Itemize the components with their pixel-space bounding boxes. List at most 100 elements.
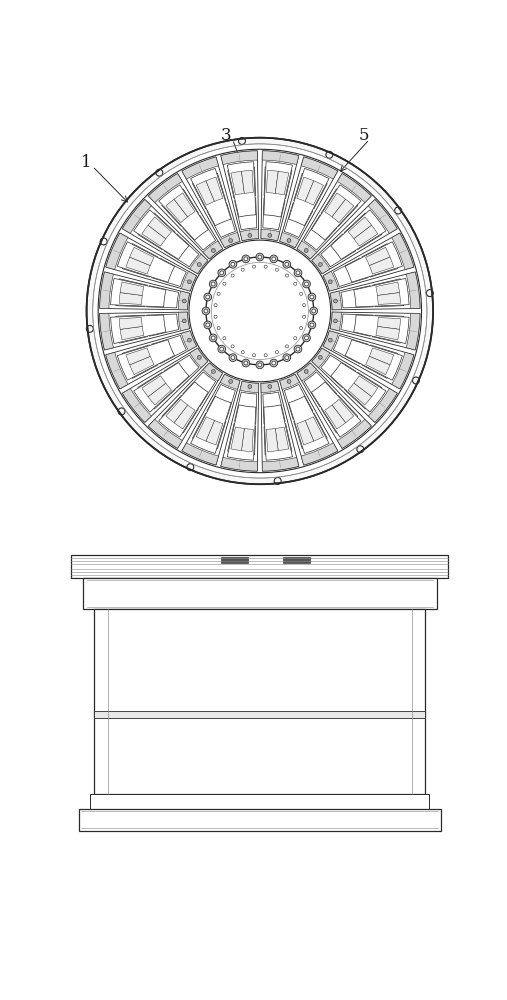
Polygon shape	[228, 167, 256, 198]
Circle shape	[214, 315, 217, 318]
Circle shape	[268, 385, 272, 388]
Polygon shape	[111, 278, 166, 307]
Polygon shape	[126, 257, 150, 274]
Polygon shape	[106, 233, 197, 291]
Circle shape	[229, 260, 237, 268]
Bar	[94, 711, 425, 718]
Polygon shape	[220, 232, 240, 248]
Polygon shape	[134, 210, 189, 259]
Text: 3: 3	[221, 127, 232, 144]
Circle shape	[231, 356, 235, 360]
Circle shape	[285, 356, 288, 360]
Circle shape	[256, 253, 264, 261]
Circle shape	[248, 233, 252, 237]
Polygon shape	[100, 272, 114, 309]
Polygon shape	[122, 348, 208, 422]
Polygon shape	[345, 242, 403, 282]
Polygon shape	[341, 286, 373, 308]
Polygon shape	[164, 234, 199, 267]
Polygon shape	[227, 405, 256, 460]
Polygon shape	[130, 356, 154, 375]
Circle shape	[218, 269, 226, 277]
Polygon shape	[117, 242, 174, 282]
Circle shape	[334, 319, 337, 323]
Polygon shape	[344, 372, 382, 409]
Polygon shape	[134, 363, 189, 412]
Polygon shape	[183, 372, 215, 407]
Polygon shape	[392, 352, 414, 389]
Polygon shape	[241, 429, 254, 452]
Polygon shape	[321, 355, 356, 388]
Polygon shape	[206, 177, 223, 201]
Polygon shape	[120, 282, 144, 295]
Polygon shape	[297, 363, 371, 448]
Polygon shape	[162, 396, 198, 433]
Polygon shape	[305, 181, 323, 205]
Circle shape	[223, 337, 226, 340]
Circle shape	[303, 334, 310, 342]
Polygon shape	[323, 271, 338, 291]
Polygon shape	[330, 312, 341, 331]
Polygon shape	[344, 213, 382, 250]
Polygon shape	[348, 383, 372, 405]
Circle shape	[318, 263, 322, 266]
Circle shape	[318, 355, 322, 359]
Bar	[83, 578, 437, 609]
Polygon shape	[323, 233, 414, 291]
Circle shape	[252, 265, 256, 268]
Polygon shape	[264, 167, 292, 198]
Polygon shape	[297, 363, 317, 381]
Polygon shape	[297, 241, 317, 259]
Polygon shape	[162, 189, 198, 226]
Circle shape	[256, 361, 264, 369]
Polygon shape	[266, 429, 278, 452]
Polygon shape	[130, 247, 154, 266]
Circle shape	[183, 319, 186, 323]
Polygon shape	[191, 396, 231, 454]
Polygon shape	[324, 405, 346, 429]
Polygon shape	[106, 331, 197, 389]
Circle shape	[285, 274, 288, 277]
Circle shape	[244, 257, 248, 261]
Polygon shape	[122, 388, 152, 422]
Circle shape	[229, 379, 233, 383]
Circle shape	[183, 299, 186, 303]
Circle shape	[329, 338, 332, 342]
Polygon shape	[148, 383, 171, 405]
Bar	[283, 557, 310, 563]
Circle shape	[308, 293, 316, 301]
Circle shape	[294, 345, 302, 353]
Polygon shape	[373, 315, 404, 343]
Circle shape	[334, 299, 337, 303]
Circle shape	[197, 355, 201, 359]
Polygon shape	[354, 225, 378, 246]
Polygon shape	[241, 170, 254, 193]
Polygon shape	[331, 210, 386, 259]
Polygon shape	[406, 272, 420, 309]
Polygon shape	[333, 258, 368, 287]
Polygon shape	[337, 419, 371, 448]
Circle shape	[294, 269, 302, 277]
Circle shape	[217, 327, 220, 330]
Polygon shape	[122, 345, 158, 378]
Polygon shape	[264, 424, 292, 455]
Polygon shape	[178, 312, 190, 331]
Polygon shape	[312, 348, 397, 422]
Polygon shape	[275, 171, 289, 195]
Bar	[79, 809, 441, 831]
Polygon shape	[100, 312, 190, 350]
Circle shape	[310, 307, 317, 315]
Polygon shape	[261, 229, 280, 241]
Polygon shape	[196, 417, 214, 441]
Polygon shape	[116, 315, 147, 343]
Polygon shape	[284, 384, 313, 419]
Polygon shape	[275, 427, 289, 451]
Polygon shape	[120, 326, 144, 340]
Polygon shape	[321, 189, 358, 226]
Polygon shape	[304, 215, 337, 250]
Circle shape	[283, 260, 291, 268]
Polygon shape	[333, 335, 368, 364]
Polygon shape	[337, 174, 371, 203]
Polygon shape	[183, 215, 215, 250]
Polygon shape	[221, 457, 258, 471]
